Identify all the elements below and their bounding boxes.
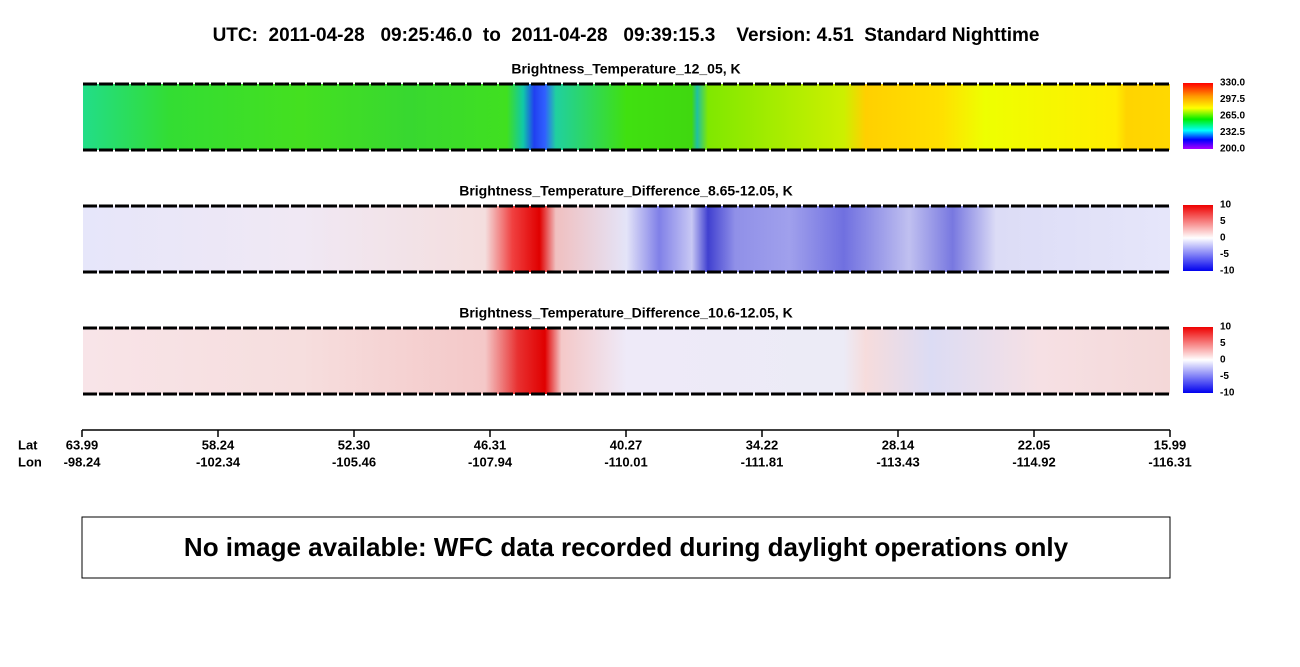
- panel-title: Brightness_Temperature_Difference_10.6-1…: [459, 305, 793, 321]
- lat-label: 34.22: [746, 437, 779, 452]
- strip-image: [83, 328, 1170, 394]
- colorbar: [1183, 327, 1213, 393]
- colorbar: [1183, 205, 1213, 271]
- ticks: 63.99 -98.24 58.24 -102.34 52.30 -105.46 46.31…: [64, 430, 1192, 469]
- lon-label: -110.01: [604, 454, 647, 469]
- colorbar-tick-label: 5: [1220, 216, 1226, 227]
- lat-label: 63.99: [66, 437, 99, 452]
- lat-label: 15.99: [1154, 437, 1187, 452]
- colorbar-tick-label: 0: [1220, 233, 1226, 244]
- strip-image: [83, 84, 1170, 150]
- colorbar-tick-label: -10: [1220, 266, 1235, 277]
- lon-label: -114.92: [1012, 454, 1055, 469]
- lat-label: 22.05: [1018, 437, 1051, 452]
- row-label: Lat: [18, 437, 38, 452]
- lon-label: -98.24: [64, 454, 102, 469]
- lat-label: 58.24: [202, 437, 235, 452]
- panels: Brightness_Temperature_12_05, K 330.0 297.…: [83, 61, 1245, 399]
- colorbar-tick-label: 232.5: [1220, 127, 1245, 138]
- panel-title: Brightness_Temperature_12_05, K: [511, 61, 740, 77]
- colorbar-tick-label: 10: [1220, 322, 1232, 333]
- message: No image available: WFC data recorded du…: [184, 532, 1069, 562]
- message-box: [81, 516, 1171, 579]
- colorbar-tick-label: 330.0: [1220, 78, 1245, 89]
- colorbar-tick-label: 0: [1220, 355, 1226, 366]
- lon-label: -107.94: [468, 454, 513, 469]
- lon-label: -113.43: [876, 454, 919, 469]
- colorbar-tick-label: -5: [1220, 249, 1229, 260]
- colorbar-tick-label: 10: [1220, 200, 1232, 211]
- panel-title: Brightness_Temperature_Difference_8.65-1…: [459, 183, 793, 199]
- strip-image: [83, 206, 1170, 272]
- lon-label: -102.34: [196, 454, 241, 469]
- lat-label: 40.27: [610, 437, 643, 452]
- page-title: UTC: 2011-04-28 09:25:46.0 to 2011-04-28…: [213, 25, 1040, 46]
- lat-label: 28.14: [882, 437, 915, 452]
- colorbar-tick-label: 265.0: [1220, 111, 1245, 122]
- colorbar-tick-label: 5: [1220, 338, 1226, 349]
- colorbar-tick-label: 200.0: [1220, 144, 1245, 155]
- lon-label: -105.46: [332, 454, 376, 469]
- lat-label: 46.31: [474, 437, 507, 452]
- colorbar-tick-label: -10: [1220, 388, 1235, 399]
- lat-label: 52.30: [338, 437, 371, 452]
- lon-label: -111.81: [741, 454, 784, 469]
- lon-label: -116.31: [1148, 454, 1191, 469]
- colorbar: [1183, 83, 1213, 149]
- colorbar-tick-label: 297.5: [1220, 94, 1245, 105]
- colorbar-tick-label: -5: [1220, 371, 1229, 382]
- row-label: Lon: [18, 454, 42, 469]
